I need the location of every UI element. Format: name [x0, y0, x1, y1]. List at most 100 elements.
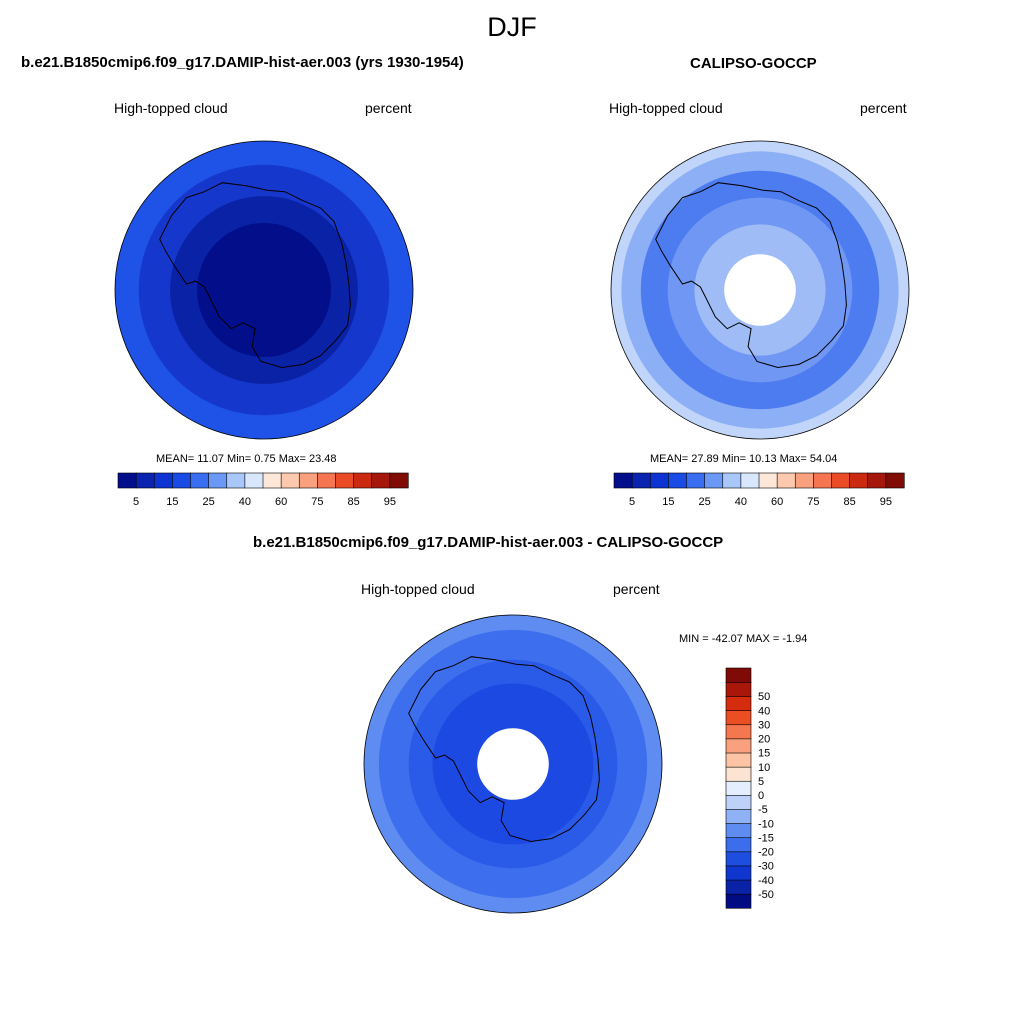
polar-data-gap — [477, 728, 549, 800]
colorbar-box-14 — [725, 695, 752, 711]
colorbar-box-0 — [613, 472, 633, 489]
colorbar-box-3 — [725, 851, 752, 867]
colorbar-box-8 — [725, 780, 752, 796]
colorbar-box-11 — [725, 738, 752, 754]
colorbar-tick-label-3: -20 — [758, 847, 774, 859]
colorbar-tick-label-5: 75 — [311, 496, 323, 508]
colorbar-tick-label-4: 60 — [771, 496, 783, 508]
colorbar-box-1 — [631, 472, 651, 489]
panel-model-variable-label: High-topped cloud — [114, 100, 228, 116]
colorbar-box-0 — [725, 893, 752, 909]
panel-diff-variable-label: High-topped cloud — [361, 581, 475, 597]
panel-obs-units-label: percent — [860, 100, 907, 116]
colorbar-box-15 — [885, 472, 905, 489]
colorbar-box-3 — [668, 472, 688, 489]
colorbar-tick-label-1: 15 — [166, 496, 178, 508]
colorbar-tick-label-0: 5 — [629, 496, 635, 508]
panel-obs-variable-label: High-topped cloud — [609, 100, 723, 116]
colorbar-tick-label-7: 95 — [880, 496, 892, 508]
colorbar-box-12 — [335, 472, 355, 489]
colorbar-tick-label-7: 0 — [758, 790, 764, 802]
colorbar-box-11 — [813, 472, 833, 489]
panel-model-polar-map — [114, 140, 414, 440]
colorbar-tick-label-1: 15 — [662, 496, 674, 508]
map-boundary-circle — [610, 140, 910, 440]
antarctica-coastline — [408, 656, 600, 843]
colorbar-box-9 — [725, 766, 752, 782]
panel-obs-title: CALIPSO-GOCCP — [690, 55, 817, 72]
colorbar-box-13 — [849, 472, 869, 489]
map-field-layer — [115, 141, 413, 439]
season-title: DJF — [487, 12, 537, 42]
panel-diff-title: b.e21.B1850cmip6.f09_g17.DAMIP-hist-aer.… — [253, 534, 724, 551]
colorbar-box-4 — [686, 472, 706, 489]
colorbar-tick-label-4: -15 — [758, 832, 774, 844]
map-boundary-circle — [114, 140, 414, 440]
colorbar-box-6 — [226, 472, 246, 489]
colorbar-box-14 — [867, 472, 887, 489]
colorbar-box-8 — [262, 472, 282, 489]
colorbar-tick-label-4: 60 — [275, 496, 287, 508]
colorbar-box-2 — [725, 865, 752, 881]
colorbar-tick-label-1: -40 — [758, 875, 774, 887]
colorbar-box-5 — [725, 822, 752, 839]
panel-diff-stats: MIN = -42.07 MAX = -1.94 — [679, 633, 808, 645]
colorbar-box-4 — [190, 472, 210, 489]
colorbar-tick-label-6: 85 — [843, 496, 855, 508]
antarctica-coastline — [159, 182, 351, 369]
colorbar-box-2 — [649, 472, 669, 489]
map-boundary-circle — [363, 614, 663, 914]
colorbar-box-15 — [725, 681, 752, 697]
colorbar-tick-label-0: -50 — [758, 889, 774, 901]
colorbar-box-14 — [371, 472, 391, 489]
colorbar-box-15 — [389, 472, 409, 489]
colorbar-box-12 — [725, 724, 752, 740]
colorbar-tick-label-2: -30 — [758, 861, 774, 873]
colorbar-box-9 — [280, 472, 300, 489]
panel-obs-colorbar: 5 15 25 40 60 75 85 95 — [613, 472, 905, 508]
colorbar-tick-label-11: 20 — [758, 734, 770, 746]
colorbar-tick-label-14: 50 — [758, 691, 770, 703]
colorbar-box-13 — [725, 710, 752, 726]
panel-obs-stats: MEAN= 27.89 Min= 10.13 Max= 54.04 — [650, 453, 838, 465]
colorbar-box-13 — [353, 472, 373, 489]
colorbar-box-2 — [153, 472, 173, 489]
panel-model-units-label: percent — [365, 100, 412, 116]
colorbar-box-4 — [725, 837, 752, 853]
colorbar-box-6 — [722, 472, 742, 489]
colorbar-tick-label-5: -10 — [758, 818, 774, 830]
colorbar-box-7 — [725, 794, 752, 810]
colorbar-box-8 — [758, 472, 778, 489]
colorbar-tick-label-7: 95 — [384, 496, 396, 508]
colorbar-tick-label-12: 30 — [758, 720, 770, 732]
colorbar-tick-label-3: 40 — [239, 496, 251, 508]
colorbar-tick-label-6: -5 — [758, 804, 768, 816]
colorbar-box-7 — [740, 472, 760, 489]
colorbar-box-10 — [298, 472, 318, 489]
colorbar-box-16 — [725, 667, 752, 683]
colorbar-box-6 — [725, 808, 752, 824]
colorbar-tick-label-2: 25 — [698, 496, 710, 508]
colorbar-tick-label-2: 25 — [202, 496, 214, 508]
antarctica-coastline — [655, 182, 847, 369]
panel-model-colorbar: 5 15 25 40 60 75 85 95 — [117, 472, 409, 508]
panel-model-stats: MEAN= 11.07 Min= 0.75 Max= 23.48 — [156, 453, 337, 465]
panel-diff-units-label: percent — [613, 581, 660, 597]
panel-obs-polar-map — [610, 140, 910, 440]
colorbar-tick-label-5: 75 — [807, 496, 819, 508]
panel-model-title: b.e21.B1850cmip6.f09_g17.DAMIP-hist-aer.… — [21, 54, 464, 71]
panel-diff-polar-map — [363, 614, 663, 914]
colorbar-box-3 — [172, 472, 192, 489]
colorbar-box-1 — [135, 472, 155, 489]
colorbar-box-0 — [117, 472, 137, 489]
colorbar-box-1 — [725, 879, 752, 895]
colorbar-tick-label-9: 10 — [758, 762, 770, 774]
colorbar-tick-label-10: 15 — [758, 748, 770, 760]
colorbar-tick-label-8: 5 — [758, 776, 764, 788]
colorbar-tick-label-0: 5 — [133, 496, 139, 508]
colorbar-box-12 — [831, 472, 851, 489]
colorbar-box-10 — [725, 752, 752, 768]
colorbar-box-10 — [794, 472, 814, 489]
colorbar-box-7 — [244, 472, 264, 489]
map-contour-level-3 — [197, 223, 331, 357]
